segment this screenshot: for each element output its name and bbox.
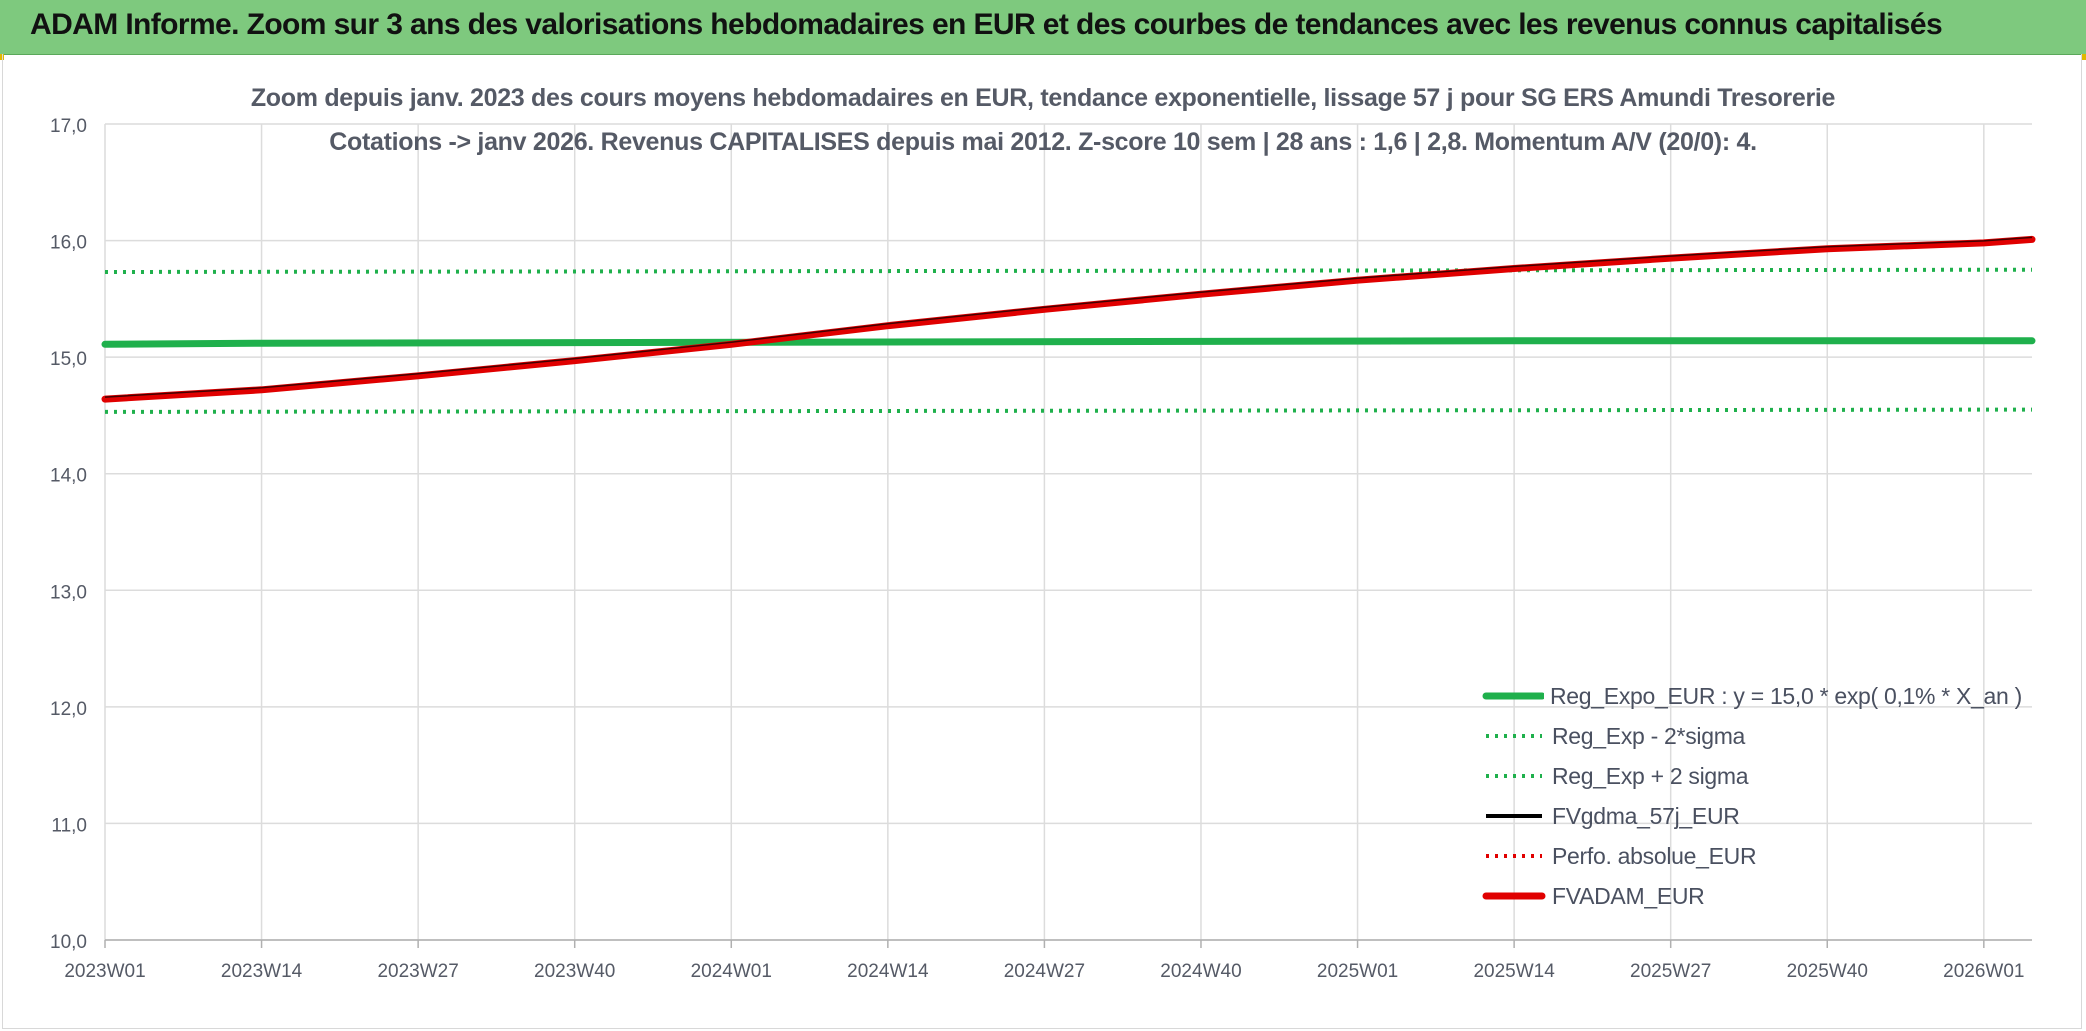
legend-item: Reg_Expo_EUR : y = 15,0 * exp( 0,1% * X_… [1482, 676, 2022, 716]
x-tick-label: 2023W01 [64, 961, 145, 982]
series-line-reg_exp [104, 267, 2033, 274]
x-tick-label: 2024W40 [1160, 961, 1241, 982]
x-tick-label: 2025W14 [1473, 961, 1555, 982]
report-banner: ADAM Informe. Zoom sur 3 ans des valoris… [0, 0, 2086, 55]
x-tick-label: 2025W01 [1317, 961, 1398, 982]
x-tick-label: 2023W27 [377, 961, 458, 982]
x-tick-label: 2023W40 [534, 961, 615, 982]
legend-swatch [1482, 692, 1544, 700]
series-line-reg_exp [104, 407, 2033, 414]
chart-frame [2, 54, 2082, 1029]
legend-item: Perfo. absolue_EUR [1482, 836, 2022, 876]
y-tick-label: 13,0 [50, 582, 87, 603]
y-tick-label: 10,0 [50, 932, 87, 953]
x-tick-label: 2025W40 [1787, 961, 1868, 982]
legend-swatch [1482, 892, 1546, 900]
y-tick-label: 15,0 [50, 349, 87, 370]
series-line-reg_expo_eur [101, 337, 2036, 348]
legend-label: Perfo. absolue_EUR [1552, 842, 1757, 869]
legend-label: FVgdma_57j_EUR [1552, 802, 1740, 829]
y-tick-label: 14,0 [50, 466, 87, 487]
y-tick-label: 11,0 [51, 815, 87, 836]
y-tick-label: 17,0 [50, 116, 87, 137]
chart-legend: Reg_Expo_EUR : y = 15,0 * exp( 0,1% * X_… [1482, 676, 2022, 916]
corner-mark [2082, 54, 2086, 60]
legend-item: FVgdma_57j_EUR [1482, 796, 2022, 836]
legend-label: Reg_Exp - 2*sigma [1552, 722, 1746, 749]
chart-title: Zoom depuis janv. 2023 des cours moyens … [250, 84, 1836, 112]
legend-item: Reg_Exp - 2*sigma [1482, 716, 2022, 756]
y-tick-label: 16,0 [50, 233, 87, 254]
legend-swatch [1486, 854, 1542, 858]
x-tick-label: 2025W27 [1630, 961, 1711, 982]
series-line-fvadam_eur [101, 235, 2036, 403]
legend-swatch [1486, 774, 1542, 778]
x-tick-label: 2024W14 [847, 961, 929, 982]
legend-label: Reg_Expo_EUR : y = 15,0 * exp( 0,1% * X_… [1550, 682, 2022, 709]
legend-item: Reg_Exp + 2 sigma [1482, 756, 2022, 796]
report-title: ADAM Informe. Zoom sur 3 ans des valoris… [30, 8, 1943, 41]
x-tick-label: 2023W14 [221, 961, 303, 982]
legend-label: FVADAM_EUR [1552, 882, 1705, 909]
x-tick-label: 2026W01 [1943, 961, 2024, 982]
series-line-fvgdma-edge [104, 236, 2033, 398]
chart-subtitle: Cotations -> janv 2026. Revenus CAPITALI… [329, 128, 1757, 156]
legend-swatch [1486, 734, 1542, 738]
legend-swatch [1486, 814, 1542, 818]
x-tick-label: 2024W01 [691, 961, 772, 982]
y-tick-label: 12,0 [50, 699, 87, 720]
legend-label: Reg_Exp + 2 sigma [1552, 762, 1749, 789]
x-tick-label: 2024W27 [1004, 961, 1085, 982]
legend-item: FVADAM_EUR [1482, 876, 2022, 916]
